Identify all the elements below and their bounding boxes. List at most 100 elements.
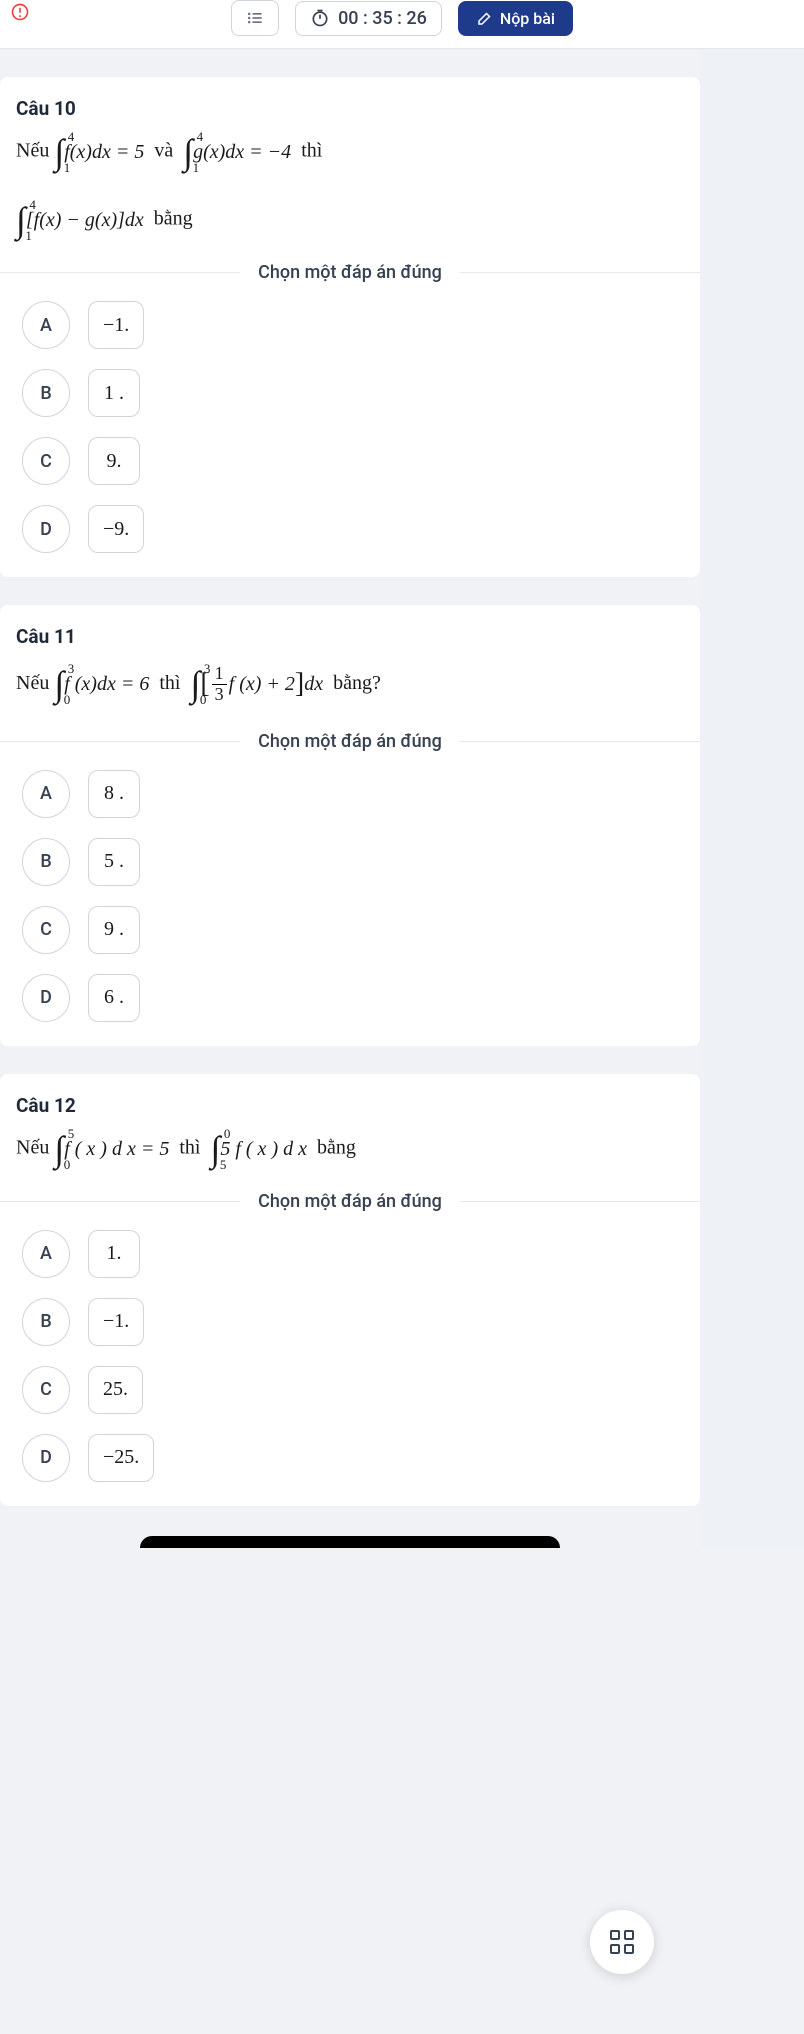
question-card: Câu 11 Nếu ∫30 f (x)dx = 6 thì ∫30 [ 13 … [0, 605, 700, 1046]
option-row[interactable]: B −1. [22, 1298, 684, 1346]
limit: 3 [68, 662, 75, 675]
question-title: Câu 11 [16, 625, 684, 648]
option-value[interactable]: −25. [88, 1434, 154, 1482]
options-list: A 1. B −1. C 25. D −25. [16, 1230, 684, 1482]
limit: 3 [204, 662, 211, 675]
integrand: f ( x ) d x = 5 [64, 1133, 169, 1165]
limit: 0 [64, 1158, 71, 1171]
text: Nếu [16, 672, 49, 694]
submit-button[interactable]: Nộp bài [458, 1, 573, 36]
option-letter[interactable]: B [22, 1298, 70, 1346]
limit: 1 [64, 161, 71, 174]
option-row[interactable]: D 6 . [22, 974, 684, 1022]
text: bằng [154, 208, 193, 230]
text: thì [159, 672, 180, 694]
option-row[interactable]: C 9 . [22, 906, 684, 954]
option-value[interactable]: 8 . [88, 770, 140, 818]
integrand: f (x) + 2 [229, 668, 295, 700]
limit: 1 [25, 229, 32, 242]
bottom-handle [140, 1536, 560, 1548]
option-letter[interactable]: C [22, 437, 70, 485]
option-letter[interactable]: D [22, 505, 70, 553]
option-letter[interactable]: A [22, 770, 70, 818]
option-row[interactable]: D −9. [22, 505, 684, 553]
option-value[interactable]: 5 . [88, 838, 140, 886]
option-letter[interactable]: D [22, 974, 70, 1022]
timer-box: 00 : 35 : 26 [295, 1, 442, 36]
option-row[interactable]: B 5 . [22, 838, 684, 886]
clock-icon [310, 8, 330, 28]
text: bằng [317, 1136, 356, 1158]
option-value[interactable]: 6 . [88, 974, 140, 1022]
question-card: Câu 10 Nếu ∫41 f(x)dx = 5 và ∫41 g(x)dx … [0, 77, 700, 577]
integrand: g(x)dx = −4 [193, 136, 291, 168]
divider: Chọn một đáp án đúng [0, 262, 700, 283]
divider-label: Chọn một đáp án đúng [240, 262, 460, 283]
alert-icon [10, 2, 30, 22]
integrand: [f(x) − g(x)]dx [26, 204, 144, 236]
divider-label: Chọn một đáp án đúng [240, 1191, 460, 1212]
limit: 4 [197, 130, 204, 143]
text: bằng? [333, 672, 381, 694]
option-letter[interactable]: D [22, 1434, 70, 1482]
option-row[interactable]: A −1. [22, 301, 684, 349]
option-row[interactable]: D −25. [22, 1434, 684, 1482]
question-title: Câu 10 [16, 97, 684, 120]
question-title: Câu 12 [16, 1094, 684, 1117]
option-value[interactable]: 25. [88, 1366, 143, 1414]
question-body: Nếu ∫30 f (x)dx = 6 thì ∫30 [ 13 f (x) +… [16, 662, 684, 707]
text: thì [179, 1136, 200, 1158]
integrand: f(x)dx = 5 [64, 136, 144, 168]
divider: Chọn một đáp án đúng [0, 731, 700, 752]
frac-num: 1 [212, 664, 227, 685]
integrand: 5 f ( x ) d x [220, 1133, 307, 1165]
option-row[interactable]: A 1. [22, 1230, 684, 1278]
option-row[interactable]: A 8 . [22, 770, 684, 818]
timer-text: 00 : 35 : 26 [338, 8, 427, 29]
text: thì [301, 140, 322, 162]
limit: 4 [29, 198, 36, 211]
option-letter[interactable]: B [22, 838, 70, 886]
option-value[interactable]: −9. [88, 505, 144, 553]
option-value[interactable]: −1. [88, 301, 144, 349]
frac-den: 3 [212, 685, 227, 705]
option-letter[interactable]: C [22, 906, 70, 954]
limit: 0 [200, 693, 207, 706]
option-value[interactable]: −1. [88, 1298, 144, 1346]
option-value[interactable]: 1. [88, 1230, 140, 1278]
option-letter[interactable]: A [22, 301, 70, 349]
option-value[interactable]: 9 . [88, 906, 140, 954]
list-button[interactable] [231, 0, 279, 36]
grid-fab-button[interactable] [590, 1910, 654, 1974]
option-value[interactable]: 9. [88, 437, 140, 485]
options-list: A 8 . B 5 . C 9 . D 6 . [16, 770, 684, 1022]
side-gutter [700, 49, 804, 1548]
text: Nếu [16, 140, 49, 162]
divider: Chọn một đáp án đúng [0, 1191, 700, 1212]
limit: 5 [220, 1158, 227, 1171]
option-letter[interactable]: C [22, 1366, 70, 1414]
divider-label: Chọn một đáp án đúng [240, 731, 460, 752]
top-bar: 00 : 35 : 26 Nộp bài [0, 0, 804, 49]
option-value[interactable]: 1 . [88, 369, 140, 417]
limit: 0 [64, 693, 71, 706]
question-card: Câu 12 Nếu ∫50 f ( x ) d x = 5 thì ∫05 5… [0, 1074, 700, 1506]
option-row[interactable]: B 1 . [22, 369, 684, 417]
option-row[interactable]: C 9. [22, 437, 684, 485]
submit-label: Nộp bài [500, 9, 555, 28]
text: Nếu [16, 1136, 49, 1158]
option-letter[interactable]: A [22, 1230, 70, 1278]
limit: 4 [68, 130, 75, 143]
edit-icon [476, 9, 494, 27]
text: và [154, 140, 173, 162]
question-body: Nếu ∫41 f(x)dx = 5 và ∫41 g(x)dx = −4 th… [16, 134, 684, 238]
option-letter[interactable]: B [22, 369, 70, 417]
limit: 5 [68, 1127, 75, 1140]
options-list: A −1. B 1 . C 9. D −9. [16, 301, 684, 553]
text: dx [304, 668, 323, 700]
limit: 0 [224, 1127, 231, 1140]
integrand: f (x)dx = 6 [64, 668, 149, 700]
option-row[interactable]: C 25. [22, 1366, 684, 1414]
question-body: Nếu ∫50 f ( x ) d x = 5 thì ∫05 5 f ( x … [16, 1131, 684, 1167]
grid-icon [610, 1930, 634, 1954]
